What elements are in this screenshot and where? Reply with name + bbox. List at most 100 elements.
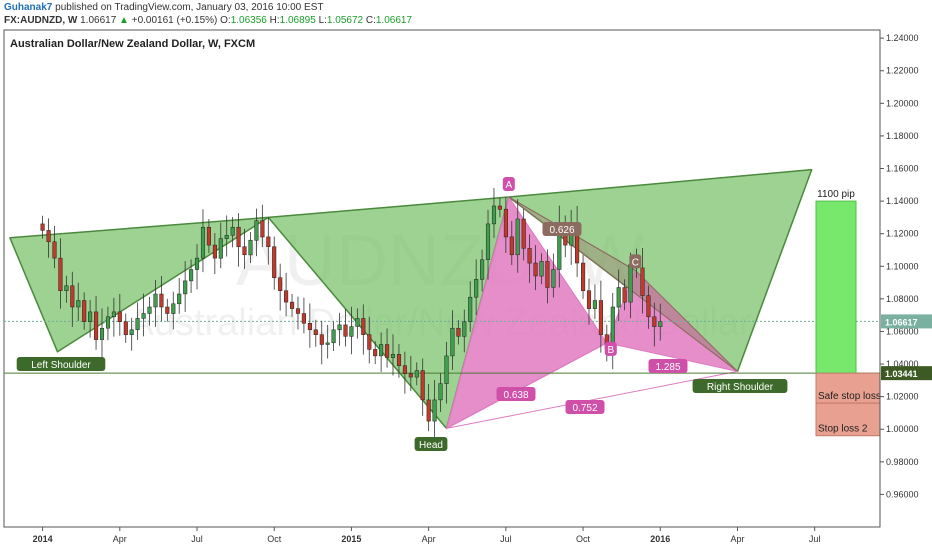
x-tick-label: 2016 [650,534,670,544]
candle-body [622,287,627,303]
candle-body [521,218,526,249]
candle-body [343,324,348,337]
left-shoulder-label: Left Shoulder [31,360,91,371]
candle-body [396,354,402,366]
candle-body [503,208,508,238]
candle-body [290,301,295,309]
candle-body [527,248,532,264]
candles-layer [40,188,663,440]
y-tick-label: 1.00000 [886,424,919,434]
target-stop-layer: 1100 pip Safe stop loss Stop loss 2 [815,189,881,437]
candle-body [402,365,407,375]
candle-body [135,318,140,331]
candle-body [88,311,93,322]
x-tick-label: 2014 [33,534,53,544]
candle-body [230,226,235,236]
ratio-xd-label-bg [565,400,605,414]
point-a-label: A [505,180,512,191]
publish-info: published on TradingView.com, January 03… [55,2,324,13]
candle-body [598,300,603,335]
candle-body [432,399,437,422]
head-label: Head [419,440,443,451]
ratio-ac-label: 0.626 [549,225,574,236]
ratio-bd-label-bg [648,359,688,373]
y-axis: 1.24000 1.22000 1.20000 1.18000 1.16000 1.140… [879,30,932,527]
high-label: H: [269,15,280,26]
candle-body [450,327,455,357]
xd-ratio-line [446,370,738,429]
target-box [815,200,857,374]
candle-body [129,329,134,335]
left-shoulder-label-bg [16,357,106,371]
ratio-xd-label: 0.752 [572,403,597,414]
candle-body [646,295,651,318]
candle-body [224,235,229,239]
candle-body [248,239,253,256]
y-tick-label: 1.10000 [886,261,919,271]
candle-body [438,383,443,401]
support-tag-bg [881,366,932,381]
candle-body [491,205,497,225]
publish-line: Guhanak7 published on TradingView.com, J… [4,2,323,13]
pattern-labels-layer: Left Shoulder Head Right Shoulder A B C 0.626 0… [16,177,788,451]
candle-body [545,261,550,288]
candle-body [658,321,663,327]
author-link[interactable]: Guhanak7 [4,2,53,13]
candle-body [414,370,419,378]
candle-body [361,318,366,335]
x-tick-label: Jul [500,534,512,544]
point-b-label: B [607,345,614,356]
candle-body [64,285,69,291]
right-shoulder-label-bg [692,379,788,393]
candle-body [266,236,271,247]
symbol-label: FX:AUDNZD, W [4,15,78,26]
candle-body [515,218,520,256]
candle-body [444,355,449,384]
target-box-label: 1100 pip [817,189,855,200]
y-tick-label: 1.16000 [886,164,919,174]
low-value: 1.05672 [326,15,364,26]
y-tick-label: 1.02000 [886,392,919,402]
candle-body [640,267,645,296]
candle-body [189,269,194,282]
candle-body [539,261,544,277]
candle-body [272,246,277,278]
candle-body [480,259,485,280]
candle-body [456,327,461,337]
last-price: 1.06617 [80,15,117,26]
x-tick-label: Apr [730,534,744,544]
candle-body [379,344,384,357]
candle-body [367,334,372,350]
candle-body [592,300,597,309]
candle-body [313,329,318,335]
x-tick-label: Apr [113,534,127,544]
candle-body [581,262,586,291]
candle-body [390,354,396,358]
candle-body [284,290,289,303]
ratio-ac-label-bg [542,222,582,236]
candle-body [40,223,45,231]
candle-body [485,223,491,260]
candle-body [278,277,283,291]
candle-body [52,241,57,259]
y-tick-label: 1.06000 [886,326,919,336]
stop-loss-2-label: Stop loss 2 [818,424,868,435]
candle-body [105,316,111,329]
ohlc-line: FX:AUDNZD, W 1.06617 ▲ +0.00161 (+0.15%)… [4,15,412,26]
candle-body [111,311,116,318]
candle-body [159,293,164,308]
candle-body [76,300,81,308]
candle-body [462,321,467,337]
candle-body [652,316,657,327]
xb-line [446,342,608,429]
x-tick-label: Jul [809,534,821,544]
candle-body [385,344,390,358]
chart-header: Guhanak7 published on TradingView.com, J… [0,0,932,30]
ratio-xb-label: 0.638 [503,390,528,401]
y-tick-label: 1.08000 [886,294,919,304]
candle-body [236,226,241,248]
candle-body [420,370,425,401]
candle-body [260,220,265,238]
candle-body [183,280,188,295]
